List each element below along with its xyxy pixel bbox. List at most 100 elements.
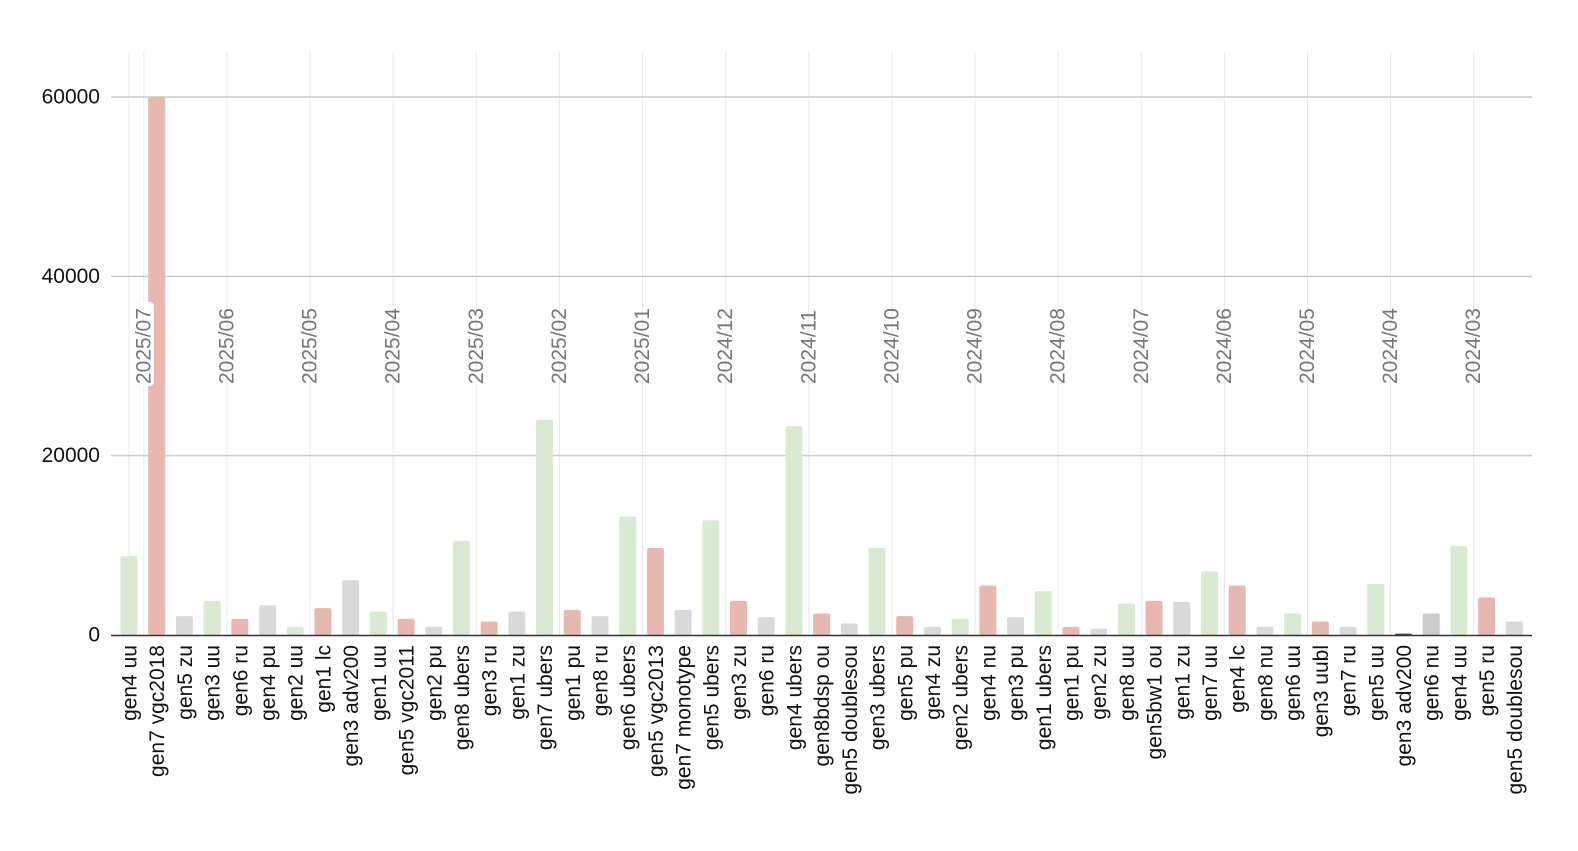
bar[interactable] — [148, 97, 166, 635]
bar[interactable] — [923, 626, 941, 635]
bar[interactable] — [951, 618, 969, 635]
bar[interactable] — [1034, 591, 1052, 635]
period-label-text: 2024/10 — [880, 308, 903, 384]
bar[interactable] — [785, 426, 803, 635]
period-label-text: 2024/06 — [1213, 308, 1236, 384]
x-tick-label: gen2 zu — [1088, 645, 1111, 720]
bar[interactable] — [1256, 626, 1274, 635]
bar[interactable] — [896, 616, 914, 635]
x-tick-label: gen5 zu — [174, 645, 197, 720]
bar[interactable] — [342, 580, 360, 635]
period-label: 2024/06 — [1213, 308, 1236, 384]
bar[interactable] — [508, 611, 526, 635]
x-tick-label: gen1 ubers — [1033, 645, 1056, 750]
bar[interactable] — [1394, 633, 1412, 635]
bar[interactable] — [175, 616, 193, 635]
horizontal-gridlines — [111, 96, 1532, 457]
period-label: 2024/03 — [1462, 308, 1485, 384]
x-tick-label: gen6 ubers — [617, 645, 640, 750]
bar[interactable] — [1505, 621, 1523, 635]
x-tick-label: gen4 uu — [1448, 645, 1471, 721]
vertical-gridlines — [128, 52, 1475, 635]
bar[interactable] — [480, 621, 498, 635]
bar[interactable] — [1117, 603, 1135, 635]
bar[interactable] — [1173, 601, 1191, 635]
x-tick-label: gen3 uu — [202, 645, 225, 721]
bar[interactable] — [1007, 617, 1025, 635]
bar[interactable] — [868, 548, 886, 635]
bar[interactable] — [1478, 597, 1496, 635]
bar[interactable] — [1090, 628, 1108, 635]
period-label-text: 2024/11 — [797, 310, 820, 384]
x-tick-label: gen5 ubers — [700, 645, 723, 750]
x-tick-label: gen6 nu — [1421, 645, 1444, 721]
bar[interactable] — [813, 613, 831, 635]
period-label-text: 2025/03 — [465, 308, 488, 384]
x-tick-label: gen7 ubers — [534, 645, 557, 750]
bar[interactable] — [840, 623, 858, 635]
period-label: 2025/03 — [465, 308, 488, 384]
x-tick-label: gen5 doublesou — [839, 645, 862, 794]
period-label: 2024/12 — [714, 308, 737, 384]
x-tick-label: gen3 uubl — [1310, 645, 1333, 737]
period-label: 2024/10 — [880, 308, 903, 384]
y-tick-label: 60000 — [42, 86, 100, 109]
bar[interactable] — [425, 626, 443, 635]
x-tick-label: gen7 vgc2018 — [146, 645, 169, 777]
bar[interactable] — [1367, 583, 1385, 635]
x-tick-label: gen4 lc — [1227, 645, 1250, 713]
x-tick-label: gen8 uu — [1116, 645, 1139, 721]
period-label-text: 2025/06 — [215, 308, 238, 384]
bar[interactable] — [1450, 546, 1468, 635]
y-tick-label: 0 — [88, 624, 100, 647]
x-tick-label: gen8 nu — [1254, 645, 1277, 721]
x-tick-label: gen5 ru — [1476, 645, 1499, 716]
period-labels: 2025/07 2025/06 2025/05 2025/04 2025/03 2025/… — [131, 302, 1485, 386]
x-tick-label: gen1 zu — [1171, 645, 1194, 720]
bar[interactable] — [120, 556, 138, 635]
x-tick-label: gen8 ubers — [451, 645, 474, 750]
bar[interactable] — [536, 419, 554, 635]
x-tick-label: gen4 ubers — [783, 645, 806, 750]
bar[interactable] — [979, 585, 997, 635]
period-label-text: 2024/05 — [1296, 308, 1319, 384]
x-tick-label: gen8bdsp ou — [811, 645, 834, 766]
x-tick-label: gen3 ru — [479, 645, 502, 716]
x-tick-label: gen7 monotype — [673, 645, 696, 790]
bar[interactable] — [1201, 571, 1219, 635]
bar[interactable] — [231, 618, 249, 635]
bar[interactable] — [1145, 600, 1163, 635]
bar[interactable] — [730, 600, 748, 635]
bar[interactable] — [1228, 585, 1246, 635]
bar[interactable] — [452, 540, 470, 635]
bar[interactable] — [1339, 626, 1357, 635]
bar[interactable] — [757, 617, 775, 635]
x-tick-label: gen3 zu — [728, 645, 751, 720]
y-axis-tick-labels: 0 20000 40000 60000 — [42, 86, 100, 647]
bar[interactable] — [203, 600, 221, 635]
bar[interactable] — [591, 616, 609, 635]
bar[interactable] — [619, 516, 637, 635]
bar[interactable] — [563, 609, 581, 635]
period-label-text: 2024/04 — [1379, 308, 1402, 384]
bar[interactable] — [397, 618, 415, 635]
bar[interactable] — [1422, 613, 1440, 635]
x-tick-label: gen5 doublesou — [1504, 645, 1527, 794]
bar[interactable] — [286, 626, 304, 635]
bar[interactable] — [314, 608, 332, 635]
bar[interactable] — [1284, 613, 1302, 635]
bars — [120, 97, 1523, 635]
bar[interactable] — [646, 548, 664, 635]
x-tick-label: gen4 uu — [119, 645, 142, 721]
x-tick-label: gen5 pu — [894, 645, 917, 721]
bar[interactable] — [259, 605, 277, 635]
x-tick-label: gen4 zu — [922, 645, 945, 720]
bar[interactable] — [674, 609, 692, 635]
bar[interactable] — [702, 520, 720, 635]
period-label-text: 2025/02 — [548, 308, 571, 384]
bar[interactable] — [369, 611, 387, 635]
bar[interactable] — [1311, 621, 1329, 635]
bar[interactable] — [1062, 626, 1080, 635]
